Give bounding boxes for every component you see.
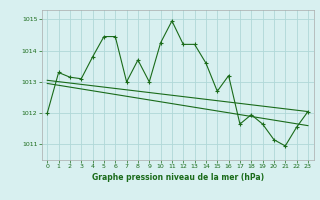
X-axis label: Graphe pression niveau de la mer (hPa): Graphe pression niveau de la mer (hPa) xyxy=(92,173,264,182)
